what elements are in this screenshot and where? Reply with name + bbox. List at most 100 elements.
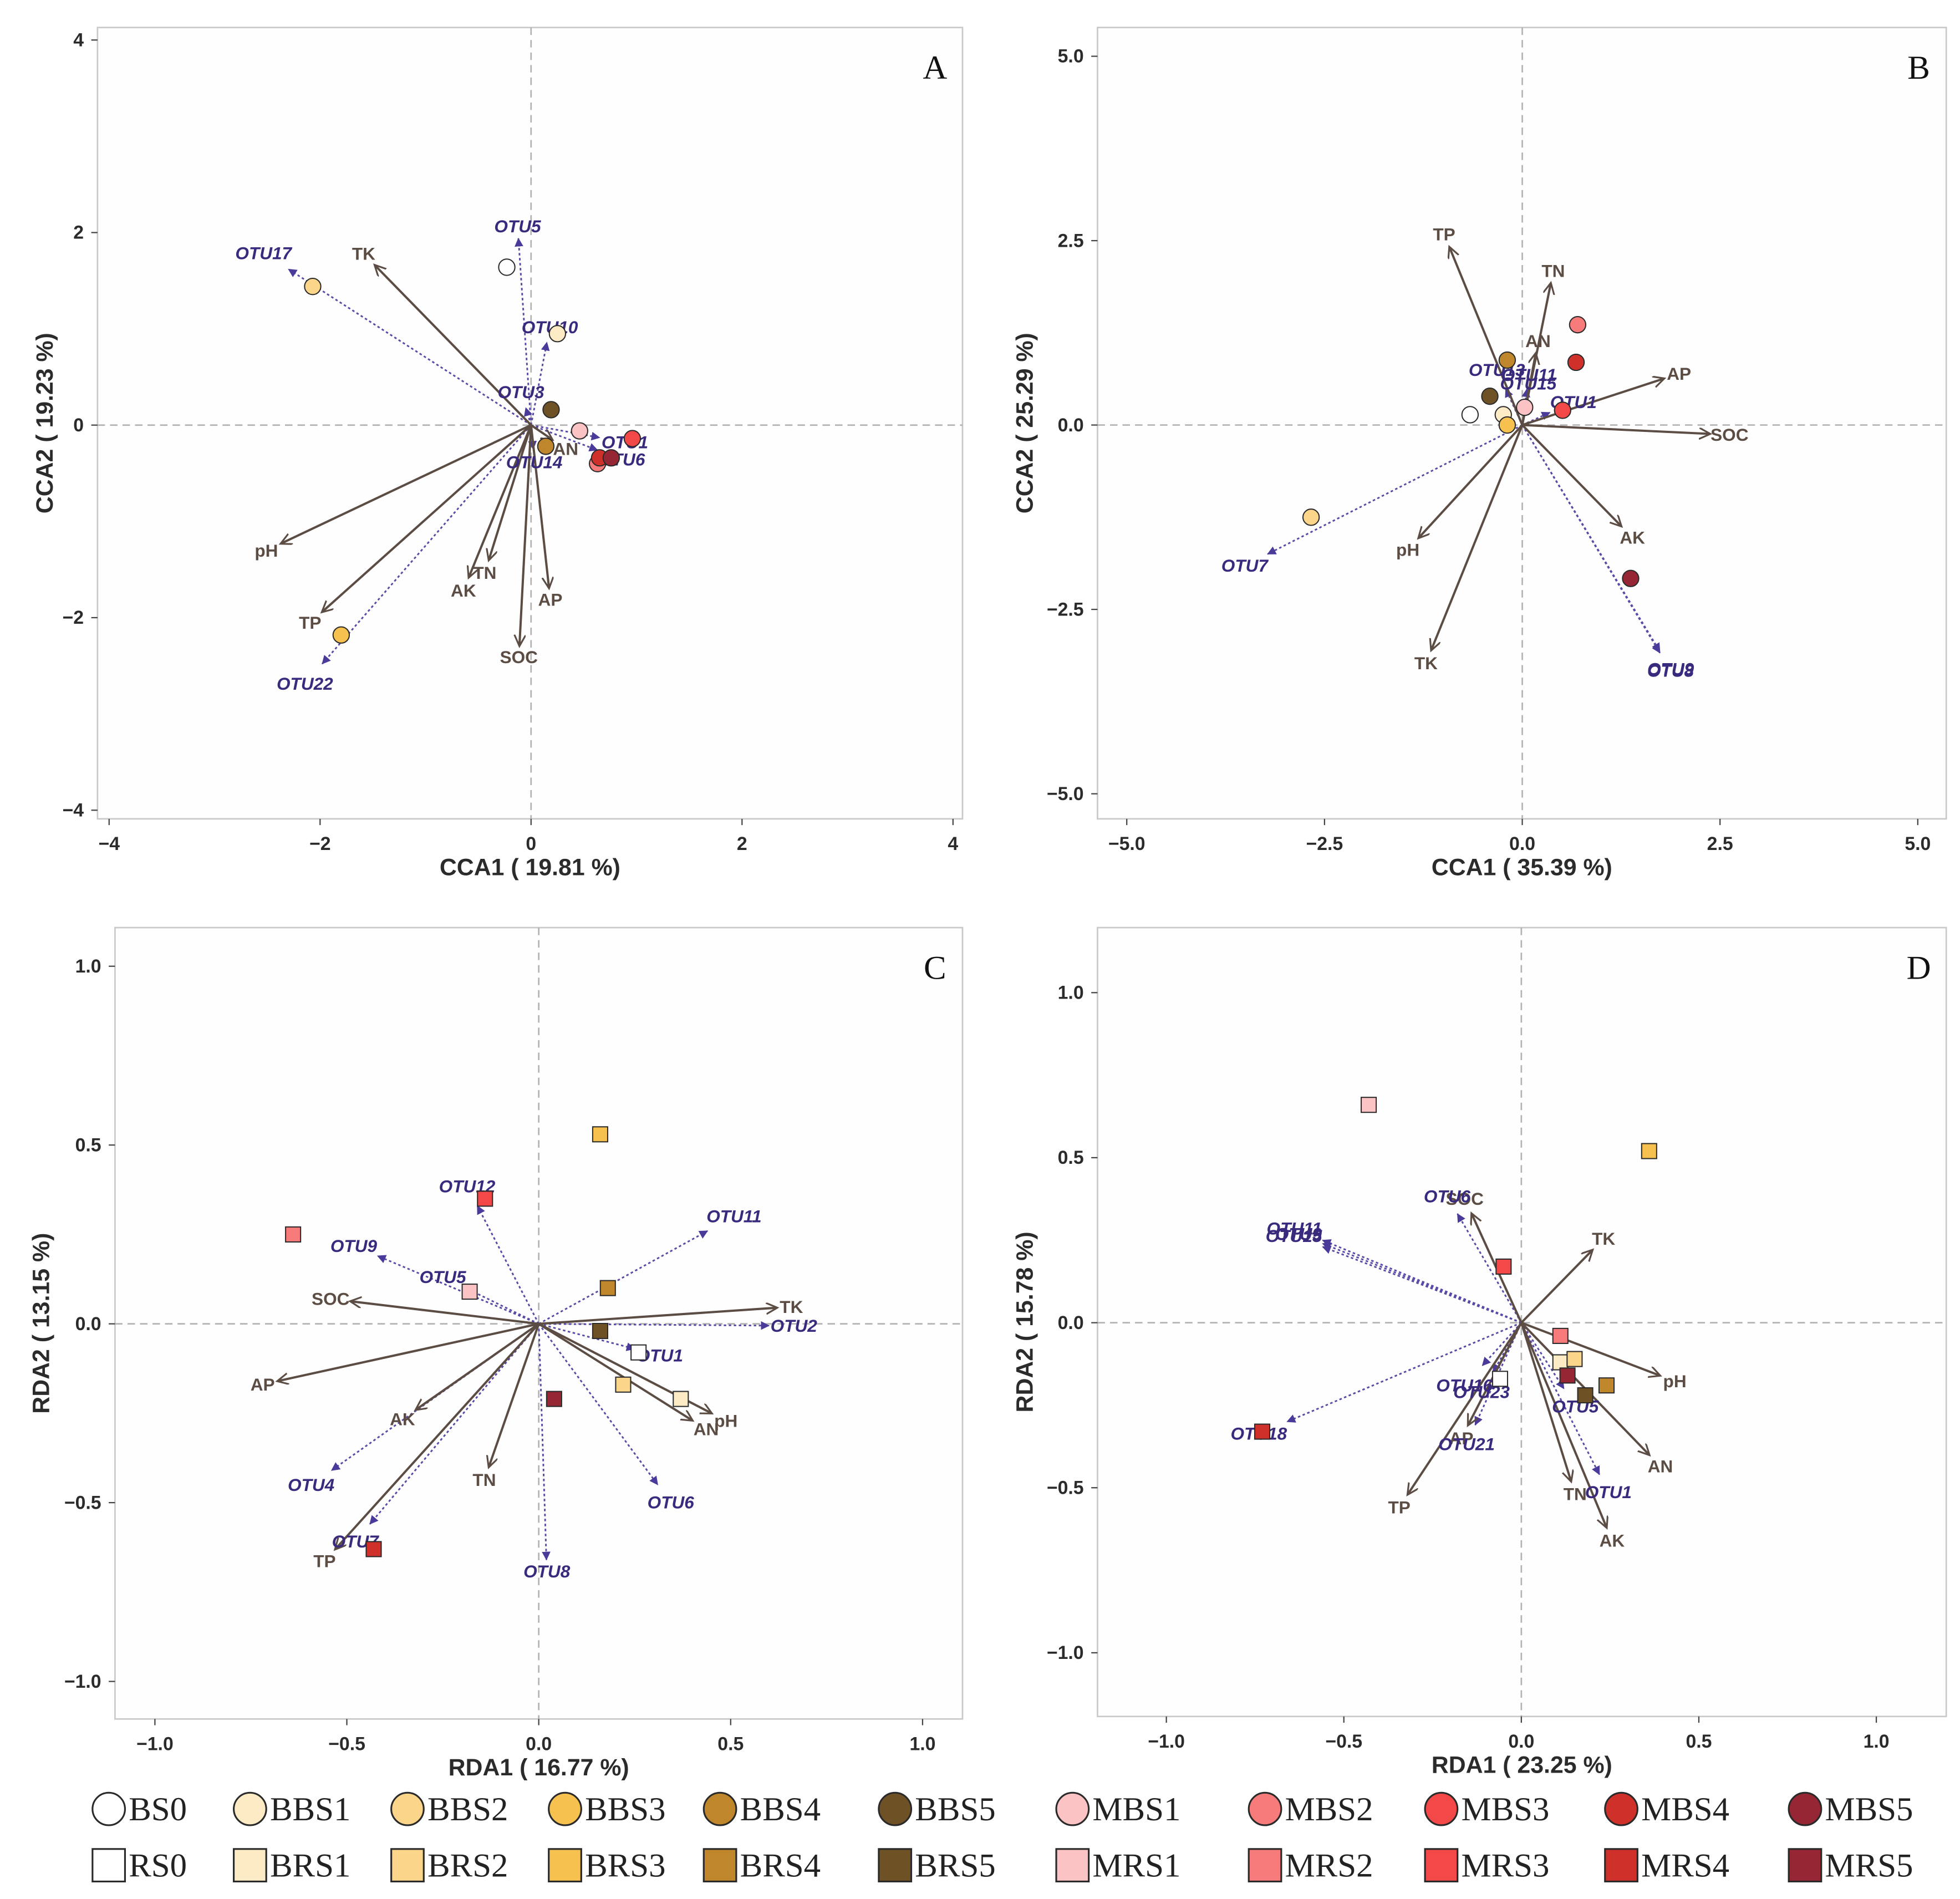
sample-point-mbs4: [1567, 353, 1585, 371]
env-arrow-ph: [281, 424, 532, 544]
sample-point-mbs5: [602, 449, 620, 467]
x-tick-label: 2.5: [1707, 833, 1733, 854]
y-axis-title: CCA2 ( 25.29 %): [1012, 333, 1038, 513]
legend-marker-circle: [91, 1791, 126, 1826]
env-arrow-ak: [469, 424, 532, 577]
otu-arrow-otu10: [530, 342, 550, 425]
y-tick-label: 1.0: [75, 956, 101, 977]
sample-point-brs3: [592, 1126, 608, 1143]
env-label-tp: TP: [313, 1551, 335, 1571]
env-arrow-an: [538, 1322, 693, 1421]
env-label-ak: AK: [451, 581, 476, 600]
env-arrow-tp: [1449, 247, 1524, 426]
sample-point-bs0: [1461, 406, 1479, 424]
x-tick-label: 0.0: [1508, 1731, 1534, 1752]
otu-arrow-otu18: [1286, 1322, 1522, 1423]
legend-marker-circle: [878, 1791, 913, 1826]
legend-label: BRS1: [270, 1847, 350, 1884]
otu-arrow-otu1: [1520, 1322, 1601, 1475]
legend-marker-square: [390, 1848, 425, 1883]
otu-label-otu14: OTU14: [506, 452, 563, 472]
otu-label-otu9: OTU9: [1275, 1224, 1322, 1244]
otu-label-otu9: OTU9: [330, 1236, 378, 1256]
panel-a: −4 −2 0 2 4 4 2 0 −2 −4 CCA1 ( 19.81 %) CCA2 ( 19.2…: [32, 27, 964, 880]
env-label-tk: TK: [352, 244, 375, 264]
y-tick-label: −1.0: [1047, 1642, 1084, 1663]
panel-c: −1.0 −0.5 0.0 0.5 1.0 1.0 0.5 0.0 −0.5 −1.0 RDA1 (…: [28, 926, 964, 1781]
otu-label-otu2: OTU2: [771, 1316, 818, 1336]
legend-item-brs2: BRS2: [390, 1847, 508, 1884]
legend-label: BRS2: [427, 1847, 508, 1884]
legend-item-mrs4: MRS4: [1604, 1847, 1729, 1884]
legend-label: RS0: [129, 1847, 187, 1884]
legend-marker-circle: [1604, 1791, 1638, 1826]
y-tick-label: 0: [73, 415, 84, 436]
legend-label: MRS2: [1285, 1847, 1373, 1884]
sample-point-mbs3: [623, 430, 642, 447]
env-arrow-ak: [416, 1322, 539, 1410]
y-tick-label: 0.5: [75, 1134, 101, 1155]
legend-marker-circle: [1788, 1791, 1822, 1826]
sample-point-brs5: [1577, 1387, 1594, 1404]
otu-label-otu11: OTU11: [1501, 365, 1556, 385]
x-tick-label: −2.5: [1306, 833, 1343, 854]
sample-point-brs4: [599, 1280, 616, 1296]
panel-letter: C: [924, 949, 946, 986]
env-arrow-ak: [1521, 424, 1621, 526]
sample-point-mbs3: [1554, 401, 1571, 419]
legend-marker-circle: [1424, 1791, 1459, 1826]
otu-label-otu17: OTU17: [235, 243, 292, 263]
sample-point-mrs2: [285, 1226, 302, 1243]
env-label-ph: pH: [1396, 539, 1419, 559]
x-tick-label: 0.0: [526, 1734, 552, 1755]
otu-label-otu11: OTU11: [706, 1206, 761, 1226]
panel-letter: D: [1907, 949, 1931, 986]
y-tick-label: −1.0: [64, 1671, 101, 1692]
legend-marker-circle: [1248, 1791, 1282, 1826]
otu-label-otu4: OTU4: [288, 1475, 334, 1495]
env-label-soc: SOC: [312, 1289, 349, 1309]
y-tick-label: 0.5: [1058, 1147, 1084, 1168]
env-label-ph: pH: [254, 541, 278, 561]
env-arrow-tp: [322, 424, 532, 612]
env-arrow-tn: [489, 425, 532, 560]
env-arrow-tk: [1431, 424, 1524, 650]
x-tick-label: 0.0: [1509, 833, 1535, 854]
legend-label: BBS3: [585, 1791, 665, 1828]
legend-marker-square: [1424, 1848, 1459, 1883]
legend-item-bbs4: BBS4: [702, 1791, 821, 1828]
otu-label-otu16: OTU16: [1436, 1375, 1493, 1395]
legend-label: MRS4: [1641, 1847, 1729, 1884]
sample-point-mbs2: [1569, 315, 1587, 334]
legend-item-bs0: BS0: [91, 1791, 187, 1828]
x-tick-label: 1.0: [909, 1734, 935, 1755]
legend-item-rs0: RS0: [91, 1847, 187, 1884]
otu-label-otu3: OTU3: [498, 382, 545, 402]
x-tick-label: −4: [99, 833, 120, 854]
sample-point-mrs1: [461, 1284, 478, 1300]
env-label-an: AN: [1525, 331, 1551, 351]
env-label-tp: TP: [1433, 224, 1455, 244]
y-axis-title: RDA2 ( 15.78 %): [1012, 1231, 1038, 1412]
otu-arrow-otu5: [465, 1287, 539, 1325]
otu-label-otu13: OTU13: [1469, 360, 1525, 380]
otu-label-otu15: OTU15: [1500, 374, 1557, 394]
sample-point-brs2: [615, 1376, 632, 1393]
env-label-ph: pH: [714, 1411, 737, 1430]
otu-arrow-otu9: [376, 1255, 539, 1325]
x-axis-title: CCA1 ( 35.39 %): [1432, 854, 1612, 880]
legend-item-brs1: BRS1: [233, 1847, 350, 1884]
legend-marker-square: [702, 1848, 737, 1883]
sample-point-bbs4: [1498, 351, 1516, 369]
env-label-an: AN: [694, 1419, 719, 1439]
sample-point-brs3: [1641, 1143, 1657, 1159]
otu-label-otu5: OTU5: [419, 1267, 466, 1287]
legend-item-mbs4: MBS4: [1604, 1791, 1729, 1828]
env-label-ap: AP: [1667, 364, 1691, 384]
env-arrow-tp: [335, 1323, 540, 1549]
legend-label: MBS5: [1825, 1791, 1913, 1828]
sample-point-mrs3: [477, 1190, 493, 1207]
sample-point-brs5: [592, 1323, 608, 1340]
legend-item-mrs2: MRS2: [1248, 1847, 1373, 1884]
env-arrow-tn: [1520, 1322, 1571, 1481]
